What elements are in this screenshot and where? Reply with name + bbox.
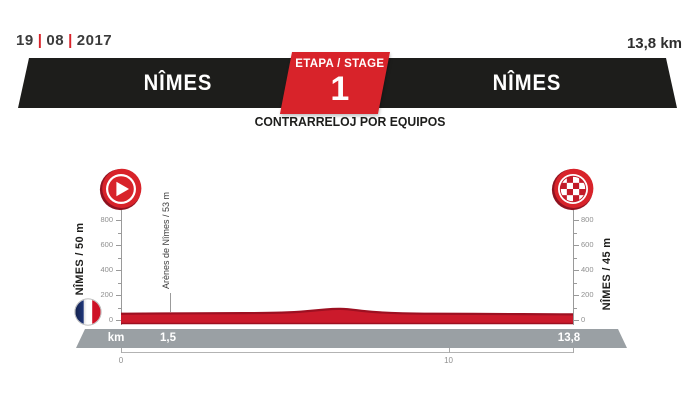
km-bar-unit: km [107, 331, 125, 344]
stage-distance: 13,8 km [626, 35, 682, 52]
elevation-tick-label-right: 400 [581, 265, 594, 274]
elevation-tick-left [116, 220, 121, 221]
profile-area [121, 308, 573, 324]
stage-type-label: CONTRARRELOJ POR EQUIPOS [254, 114, 446, 129]
elevation-tick-label-left: 800 [100, 215, 113, 224]
stage-number-box: ETAPA / STAGE 1 [279, 52, 390, 114]
profile-top-line [120, 307, 574, 316]
elevation-tick-right [574, 282, 577, 284]
date-separator: | [37, 32, 43, 49]
elevation-tick-right [574, 257, 577, 259]
distance-scale-line [121, 352, 573, 353]
km-bar-intermediate: 1,5 [160, 331, 176, 344]
date-separator: | [68, 32, 73, 49]
elevation-tick-left [118, 307, 121, 309]
elevation-tick-label-right: 800 [581, 215, 594, 224]
km-bar: km 1,5 13,8 [76, 329, 627, 348]
elevation-tick-left [116, 320, 121, 321]
elevation-tick-label-left: 600 [100, 240, 113, 249]
intermediate-point-label: Arènes de Nîmes / 53 m [161, 191, 171, 289]
start-city-label: NÎMES [143, 70, 213, 95]
km-bar-total: 13,8 [557, 331, 581, 344]
elevation-tick-left [118, 257, 121, 259]
elevation-tick-right [574, 220, 579, 221]
date-day: 19 [16, 32, 34, 49]
date-month: 08 [46, 32, 65, 49]
finish-city-label: NÎMES [492, 70, 562, 95]
elevation-tick-label-left: 200 [100, 290, 113, 299]
distance-scale-tick [121, 348, 122, 353]
elevation-tick-right [574, 245, 579, 246]
finish-elevation-label: NÎMES / 45 m [601, 237, 613, 311]
elevation-tick-label-left: 0 [108, 315, 113, 324]
distance-scale-tick [573, 348, 574, 353]
elevation-tick-label-left: 400 [100, 265, 113, 274]
elevation-tick-right [574, 307, 577, 309]
right-elevation-axis [573, 207, 574, 325]
elevation-tick-label-right: 0 [581, 315, 586, 324]
elevation-tick-right [574, 270, 579, 271]
date-year: 2017 [76, 32, 113, 49]
stage-label: ETAPA / STAGE [295, 58, 385, 70]
left-elevation-axis [121, 207, 122, 325]
distance-scale-label: 0 [118, 356, 124, 365]
elevation-tick-right [574, 295, 579, 296]
stage-number-box-content: ETAPA / STAGE 1 [291, 58, 389, 108]
intermediate-point-marker-line [170, 293, 171, 312]
elevation-tick-left [118, 232, 121, 234]
elevation-tick-right [574, 320, 579, 321]
elevation-tick-label-right: 600 [581, 240, 594, 249]
distance-scale-label: 10 [444, 356, 453, 365]
stage-date: 19 | 08 | 2017 [16, 32, 112, 49]
elevation-tick-left [116, 270, 121, 271]
elevation-tick-left [118, 282, 121, 284]
elevation-tick-left [116, 245, 121, 246]
stage-start-play-icon [99, 168, 142, 211]
stage-number: 1 [330, 70, 350, 108]
elevation-tick-left [116, 295, 121, 296]
stage-finish-checkered-icon [551, 168, 594, 211]
distance-scale-tick [448, 348, 450, 353]
elevation-tick-label-right: 200 [581, 290, 594, 299]
elevation-tick-right [574, 232, 577, 234]
